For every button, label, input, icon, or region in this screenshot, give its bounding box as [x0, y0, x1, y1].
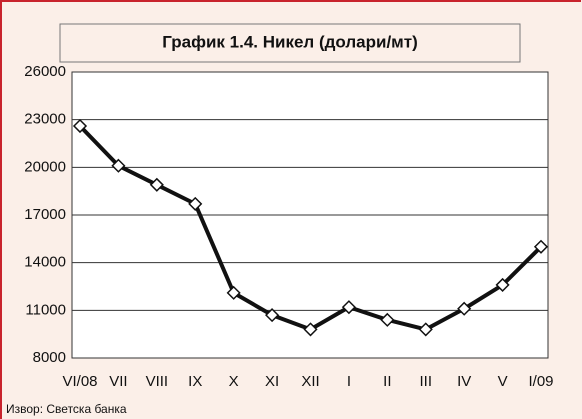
marker: [188, 196, 203, 211]
marker: [418, 322, 433, 337]
x-tick-label: II: [383, 373, 391, 390]
chart-title: График 1.4. Никел (долари/мт): [162, 32, 417, 51]
marker: [265, 308, 280, 323]
marker: [457, 301, 472, 316]
x-tick-label: VIII: [146, 373, 169, 390]
marker: [380, 312, 395, 327]
x-tick-label: IX: [188, 373, 202, 390]
y-tick-label: 17000: [24, 206, 66, 223]
x-tick-label: X: [229, 373, 239, 390]
marker: [341, 300, 356, 315]
y-tick-label: 23000: [24, 111, 66, 128]
x-tick-label: V: [498, 373, 508, 390]
marker: [226, 285, 241, 300]
x-tick-label: IV: [457, 373, 471, 390]
y-tick-label: 14000: [24, 254, 66, 271]
x-tick-label: III: [419, 373, 432, 390]
marker: [303, 322, 318, 337]
y-tick-label: 26000: [24, 63, 66, 80]
y-tick-label: 8000: [33, 349, 66, 366]
x-tick-label: I: [347, 373, 351, 390]
x-tick-label: XII: [301, 373, 319, 390]
marker: [495, 277, 510, 292]
y-tick-label: 11000: [25, 301, 66, 318]
x-tick-label: XI: [265, 373, 279, 390]
marker: [111, 158, 126, 173]
marker: [72, 118, 88, 134]
title-box: [59, 23, 521, 63]
x-tick-label: VII: [109, 373, 127, 390]
marker: [533, 239, 549, 254]
y-tick-label: 20000: [24, 158, 66, 175]
marker: [149, 177, 164, 192]
x-tick-label: VI/08: [62, 373, 97, 390]
source: Извор: Светска банка: [6, 402, 127, 416]
x-tick-label: I/09: [528, 373, 553, 390]
